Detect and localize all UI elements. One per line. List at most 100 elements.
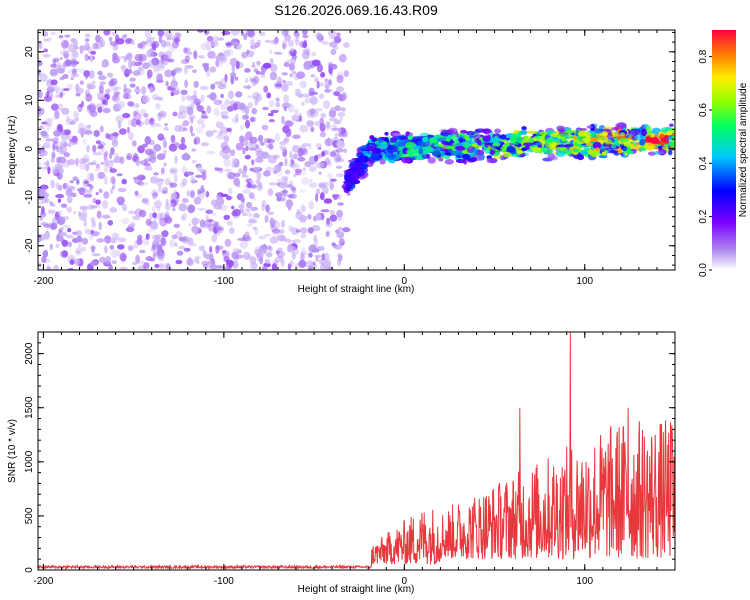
heatmap-cell xyxy=(110,41,118,47)
heatmap-cell xyxy=(63,152,70,158)
heatmap-cell xyxy=(336,71,345,80)
heatmap-cell xyxy=(109,166,113,171)
heatmap-cell xyxy=(39,153,43,158)
heatmap-cell xyxy=(129,83,136,88)
heatmap-cell xyxy=(90,229,95,235)
heatmap-cell xyxy=(222,145,231,154)
heatmap-cell xyxy=(223,50,230,58)
heatmap-cell xyxy=(169,167,178,175)
heatmap-cell xyxy=(125,53,131,60)
heatmap-cell xyxy=(604,139,612,145)
heatmap-cell xyxy=(298,259,307,268)
heatmap-cell xyxy=(122,92,130,100)
heatmap-cell xyxy=(156,206,161,212)
heatmap-cell xyxy=(150,121,156,129)
heatmap-cell xyxy=(281,115,285,124)
heatmap-cell xyxy=(232,102,238,111)
heatmap-cell xyxy=(641,131,648,135)
heatmap-cell xyxy=(38,107,45,116)
heatmap-cell xyxy=(335,229,340,234)
heatmap-cell xyxy=(447,134,452,141)
heatmap-cell xyxy=(41,256,47,263)
heatmap-cell xyxy=(238,102,246,111)
heatmap-cell xyxy=(74,258,81,266)
heatmap-cell xyxy=(301,102,305,106)
heatmap-cell xyxy=(169,182,178,188)
heatmap-cell xyxy=(245,30,254,37)
heatmap-cell xyxy=(144,148,154,156)
heatmap-cell xyxy=(261,265,268,270)
heatmap-cell xyxy=(328,67,333,75)
heatmap-cell xyxy=(205,214,209,224)
heatmap-cell xyxy=(57,103,64,112)
heatmap-cell xyxy=(117,120,122,129)
heatmap-cell xyxy=(149,117,155,126)
heatmap-cell xyxy=(141,95,150,104)
heatmap-cell xyxy=(245,131,253,141)
heatmap-cell xyxy=(38,262,42,270)
heatmap-cell xyxy=(67,70,74,74)
heatmap-cell xyxy=(110,176,116,185)
heatmap-cell xyxy=(338,254,343,262)
heatmap-cell xyxy=(323,258,332,268)
heatmap-cell xyxy=(314,121,321,127)
heatmap-cell xyxy=(140,41,148,45)
heatmap-cell xyxy=(135,158,140,167)
heatmap-cell xyxy=(581,138,592,142)
heatmap-cell xyxy=(316,63,323,73)
heatmap-cell xyxy=(141,198,148,204)
heatmap-cell xyxy=(84,53,89,62)
heatmap-cell xyxy=(295,248,299,255)
heatmap-cell xyxy=(251,140,257,150)
heatmap-cell xyxy=(549,155,558,161)
heatmap-cell xyxy=(59,92,63,99)
heatmap-cell xyxy=(173,173,178,183)
heatmap-cell xyxy=(39,125,44,130)
colorbar-label: Normalized spectral amplitude xyxy=(738,82,749,217)
heatmap-cell xyxy=(178,203,188,212)
heatmap-cell xyxy=(86,189,92,195)
y-tick-label: -20 xyxy=(24,238,35,253)
heatmap-cell xyxy=(154,96,163,101)
heatmap-cell xyxy=(99,81,106,85)
heatmap-cell xyxy=(183,67,188,76)
heatmap-cell xyxy=(422,136,429,143)
heatmap-cell xyxy=(98,188,103,193)
heatmap-cell xyxy=(152,206,156,212)
heatmap-cell xyxy=(289,150,293,159)
heatmap-cell xyxy=(522,142,534,146)
heatmap-cell xyxy=(293,173,297,178)
heatmap-cell xyxy=(331,242,337,247)
heatmap-cell xyxy=(377,137,382,143)
heatmap-cell xyxy=(336,252,342,258)
heatmap-cell xyxy=(170,141,180,147)
heatmap-cell xyxy=(99,256,107,264)
heatmap-cell xyxy=(158,185,162,193)
heatmap-cell xyxy=(50,103,59,111)
spectrogram-frame xyxy=(37,29,676,271)
heatmap-cell xyxy=(186,258,194,267)
heatmap-cell xyxy=(440,140,449,145)
heatmap-cell xyxy=(139,211,145,215)
heatmap-cell xyxy=(76,105,81,110)
heatmap-cell xyxy=(70,192,77,198)
heatmap-cell xyxy=(219,126,229,135)
heatmap-cell xyxy=(251,107,258,115)
heatmap-cell xyxy=(156,63,165,71)
heatmap-cell xyxy=(98,143,104,149)
heatmap-cell xyxy=(101,214,111,219)
heatmap-cell xyxy=(190,95,198,100)
heatmap-cell xyxy=(273,164,282,173)
heatmap-cell xyxy=(322,186,329,195)
heatmap-cell xyxy=(589,150,600,158)
heatmap-cell xyxy=(164,178,171,186)
heatmap-cell xyxy=(162,149,167,156)
x-tick-label: -200 xyxy=(33,276,53,287)
heatmap-cell xyxy=(274,256,284,263)
heatmap-cell xyxy=(72,176,79,181)
heatmap-cell xyxy=(52,59,57,67)
heatmap-cell xyxy=(253,166,261,171)
heatmap-cell xyxy=(250,64,258,68)
heatmap-cell xyxy=(53,130,62,137)
